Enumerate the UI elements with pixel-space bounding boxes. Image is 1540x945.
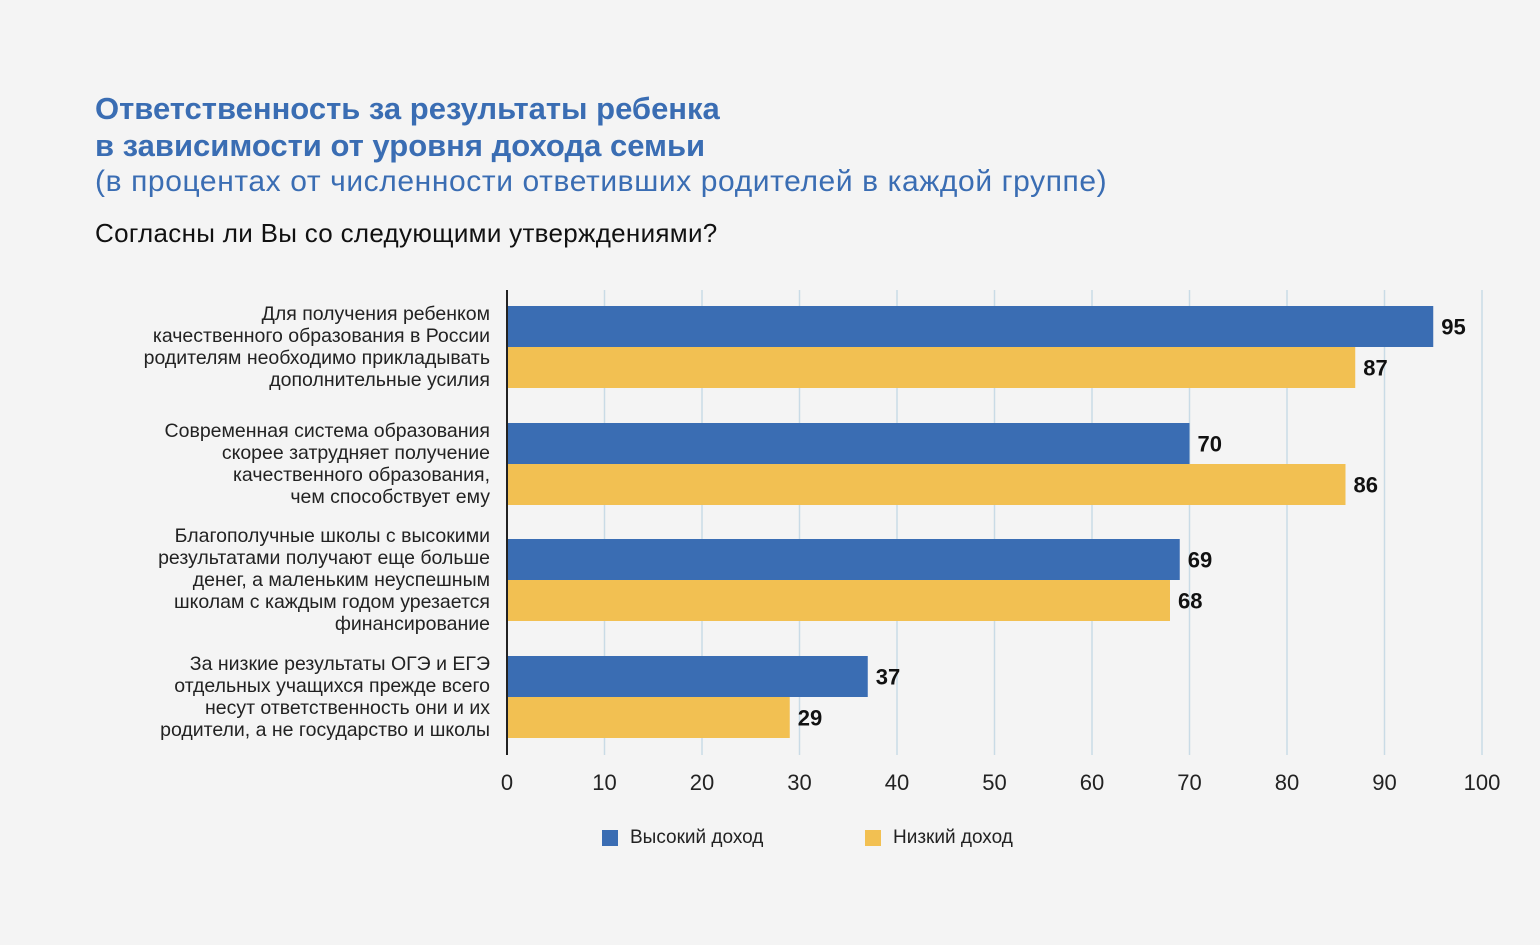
chart-title-line-1: Ответственность за результаты ребенка [95,91,720,126]
category-label-1-line-2: качественного образования, [232,464,490,486]
category-label-3-line-0: За низкие результаты ОГЭ и ЕГЭ [189,653,490,675]
category-label-1-line-3: чем способствует ему [290,486,490,508]
category-label-0: Для получения ребенком качественного обра… [70,303,490,391]
bar-s0-c2 [507,539,1180,580]
x-tick-label-50: 50 [982,770,1006,795]
category-label-2-line-3: школам с каждым годом урезается [173,591,490,613]
category-label-2-line-4: финансирование [334,613,490,635]
category-label-3-line-3: родители, а не государство и школы [160,719,490,741]
chart-title-line-2: в зависимости от уровня дохода семьи [95,128,706,163]
legend-label-low-income: Низкий доход [893,827,1013,848]
bar-s1-c1 [507,464,1346,505]
category-label-3-line-1: отдельных учащихся прежде всего [174,675,490,697]
x-tick-label-100: 100 [1464,770,1501,795]
chart-title: Ответственность за результаты ребенка в … [95,90,720,164]
value-label-s1-c1: 86 [1354,473,1378,498]
x-tick-label-0: 0 [501,770,513,795]
x-tick-label-60: 60 [1080,770,1104,795]
value-label-s0-c3: 37 [876,665,900,690]
bar-s0-c1 [507,423,1190,464]
category-label-2-line-0: Благополучные школы с высокими [174,525,490,547]
x-tick-label-40: 40 [885,770,909,795]
bar-s0-c0 [507,306,1434,347]
bar-s1-c0 [507,347,1356,388]
bar-s1-c3 [507,697,790,738]
category-label-2-line-1: результатами получают еще больше [158,547,490,569]
value-label-s0-c1: 70 [1198,432,1222,457]
category-label-0-line-2: родителям необходимо прикладывать [143,347,490,369]
x-tick-label-10: 10 [592,770,616,795]
category-label-0-line-3: дополнительные усилия [269,369,490,391]
legend-swatch-high-income [602,830,618,846]
value-label-s0-c0: 95 [1441,315,1465,340]
x-tick-label-70: 70 [1177,770,1201,795]
value-label-s1-c3: 29 [798,706,822,731]
category-label-2-line-2: денег, а маленьким неуспешным [192,569,490,591]
legend-label-high-income: Высокий доход [630,827,764,848]
category-label-3: За низкие результаты ОГЭ и ЕГЭ отдельных … [70,653,490,741]
category-label-0-line-1: качественного образования в России [152,325,490,347]
category-label-3-line-2: несут ответственность они и их [204,697,490,719]
category-label-0-line-0: Для получения ребенком [261,303,490,325]
x-tick-label-80: 80 [1275,770,1299,795]
category-label-1-line-0: Современная система образования [164,420,490,442]
x-tick-label-90: 90 [1372,770,1396,795]
value-label-s0-c2: 69 [1188,548,1212,573]
category-label-1-line-1: скорее затрудняет получение [221,442,490,464]
value-label-s1-c0: 87 [1363,356,1387,381]
chart-question: Согласны ли Вы со следующими утверждения… [95,218,718,248]
legend: Высокий доход Низкий доход [0,827,1540,855]
chart-subtitle: (в процентах от численности ответивших р… [95,165,1108,198]
x-tick-label-20: 20 [690,770,714,795]
legend-item-high-income: Высокий доход [602,827,763,849]
category-label-1: Современная система образования скорее за… [70,420,490,508]
x-tick-label-30: 30 [787,770,811,795]
category-label-2: Благополучные школы с высокими результата… [70,525,490,635]
bar-s0-c3 [507,656,868,697]
legend-item-low-income: Низкий доход [865,827,1013,849]
bar-s1-c2 [507,580,1170,621]
value-label-s1-c2: 68 [1178,589,1202,614]
legend-swatch-low-income [865,830,881,846]
